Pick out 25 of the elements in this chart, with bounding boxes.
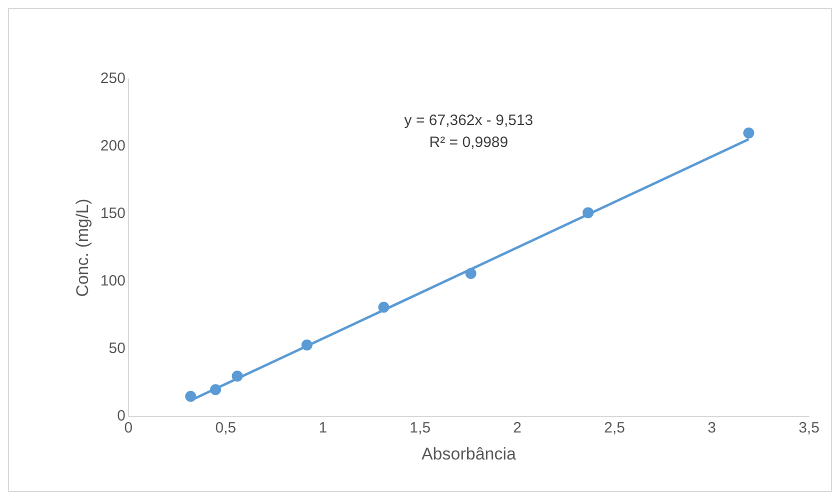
y-tick-label: 0: [117, 408, 126, 425]
point: [210, 384, 222, 396]
y-axis-title: Conc. (mg/L): [72, 198, 92, 297]
y-tick-label: 150: [100, 205, 126, 222]
x-tick-label: 1,5: [410, 420, 431, 437]
point: [232, 370, 243, 382]
x-tick-label: 3: [708, 420, 716, 437]
x-axis-title: Absorbância: [421, 444, 517, 464]
x-tick-label: 1: [318, 420, 328, 437]
x-tick-label: 0,5: [215, 420, 236, 437]
point: [582, 207, 594, 218]
point: [743, 128, 754, 139]
annotation: y = 67,362x - 9,513: [404, 112, 534, 129]
y-tick-label: 250: [100, 70, 126, 88]
point: [378, 302, 390, 313]
y-tick-label: 50: [108, 340, 126, 358]
x-tick-label: 3,5: [798, 420, 820, 437]
y-tick-label: 100: [100, 272, 126, 290]
x-tick-label: 2,5: [604, 420, 625, 437]
annotation: R² = 0,9989: [429, 134, 508, 151]
point: [465, 268, 476, 279]
y-tick-label: 200: [100, 138, 126, 155]
point: [185, 390, 196, 402]
x-tick-label: 2: [513, 420, 522, 437]
point: [301, 340, 312, 351]
